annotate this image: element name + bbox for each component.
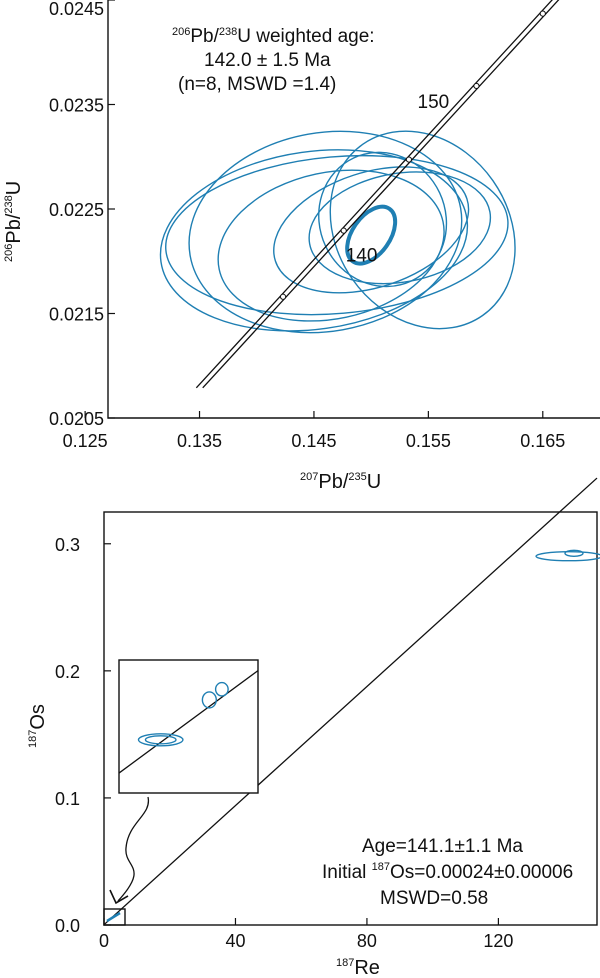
isochron-y-tick-label: 0.0 <box>55 916 80 936</box>
weighted-mean-ellipse <box>345 204 398 266</box>
ylabel-sup-206: 206 <box>3 244 15 262</box>
isochron-plot-area <box>103 477 600 926</box>
zircon-error-ellipse <box>329 130 516 330</box>
concordia-y-axis-label: 206Pb/238U <box>3 181 25 262</box>
concordia-x-axis-label: 207Pb/235U <box>300 471 381 493</box>
concordia-x-tick-label: 0.125 <box>63 431 108 451</box>
inset-leader-arrow <box>117 796 150 902</box>
inset-isochron-line <box>118 670 259 774</box>
isochron-point-ellipse <box>564 549 584 557</box>
isochron-x-axis-label: 187Re <box>336 957 380 978</box>
isochron-x-tick-label: 0 <box>99 931 109 951</box>
isochron-annotation-initial: Initial <box>322 862 372 883</box>
concordia-age-marker <box>405 156 413 163</box>
origin-cluster-mark <box>106 911 121 923</box>
isochron-y-tick-label: 0.2 <box>55 662 80 682</box>
isochron-y-tick-label: 0.3 <box>55 535 80 555</box>
annotation-text-b: U weighted age: <box>237 26 374 47</box>
concordia-y-tick-label: 0.0245 <box>49 0 104 19</box>
isochron-annotation-line1: Age=141.1±1.1 Ma <box>362 836 523 857</box>
zircon-error-ellipse <box>159 149 469 332</box>
zircon-error-ellipse <box>217 169 445 322</box>
isochron-y-tick-label: 0.1 <box>55 789 80 809</box>
concordia-x-tick-label: 0.165 <box>520 431 565 451</box>
os-ylabel-sup: 187 <box>27 730 39 748</box>
inset-frame <box>118 659 259 794</box>
isochron-x-tick-label: 120 <box>483 931 513 951</box>
isochron-annotation-sup-187: 187 <box>372 861 390 873</box>
inset-plot-area <box>118 670 259 774</box>
concordia-annotation-line3: (n=8, MSWD =1.4) <box>178 74 336 95</box>
concordia-frame <box>107 0 600 419</box>
isochron-inset <box>118 659 259 794</box>
os-ylabel-base: Os <box>27 704 49 730</box>
ylabel-sup-238: 238 <box>3 195 15 213</box>
concordia-age-marker <box>340 227 347 234</box>
xlabel-base: Pb/ <box>318 471 348 493</box>
xlabel-base2: U <box>367 471 381 493</box>
inset-point-ellipse <box>144 735 177 745</box>
inset-point-ellipse <box>214 681 229 697</box>
ylabel-base2: U <box>3 181 25 195</box>
xlabel-sup-207: 207 <box>300 471 318 483</box>
isochron-chart: 0 40 80 120 0.0 0.1 0.2 0.3 Age=141.1±1.1 Ma In… <box>27 477 600 978</box>
concordia-annotation-line2: 142.0 ± 1.5 Ma <box>204 50 331 71</box>
concordia-age-marker <box>473 82 480 90</box>
concordia-x-tick-label: 0.155 <box>406 431 451 451</box>
annotation-sup-206: 206 <box>172 26 190 38</box>
concordia-plot-area: 150 140 <box>159 0 560 389</box>
isochron-point-ellipse <box>535 551 600 562</box>
concordia-y-tick-label: 0.0235 <box>49 96 104 116</box>
ylabel-base: Pb/ <box>3 213 25 243</box>
concordia-curve-lower <box>195 0 553 389</box>
isochron-x-tick-label: 40 <box>225 931 245 951</box>
isochron-y-axis-label: 187Os <box>27 704 49 748</box>
inset-leader-arrowhead <box>109 889 129 905</box>
concordia-age-marker <box>539 10 546 17</box>
annotation-text-a: Pb/ <box>190 26 219 47</box>
xlabel-sup-235: 235 <box>348 471 366 483</box>
zircon-error-ellipse <box>273 166 470 294</box>
concordia-curve-upper <box>202 0 560 389</box>
inset-point-ellipse <box>137 733 184 747</box>
isochron-frame <box>103 511 598 926</box>
re-xlabel-base: Re <box>354 957 380 978</box>
concordia-age-marker <box>279 293 287 300</box>
concordia-x-tick-label: 0.145 <box>291 431 336 451</box>
concordia-age-label: 140 <box>346 246 378 267</box>
isochron-x-tick-label: 80 <box>357 931 377 951</box>
concordia-x-tick-label: 0.135 <box>177 431 222 451</box>
re-xlabel-sup: 187 <box>336 957 354 969</box>
concordia-y-tick-label: 0.0225 <box>49 200 104 220</box>
inset-point-ellipse <box>201 691 218 709</box>
concordia-axis-ticks: 0.125 0.135 0.145 0.155 0.165 0.0205 0.0215 0.0… <box>49 0 565 451</box>
concordia-age-label: 150 <box>418 92 450 113</box>
concordia-y-tick-label: 0.0205 <box>49 409 104 429</box>
zircon-error-ellipse <box>188 130 463 334</box>
isochron-annotation-line3: MSWD=0.58 <box>380 888 488 909</box>
concordia-annotation-line1: 206Pb/238U weighted age: <box>172 26 375 47</box>
isochron-annotation-os-value: Os=0.00024±0.00006 <box>390 862 573 883</box>
isochron-annotation-line2: Initial 187Os=0.00024±0.00006 <box>322 861 573 883</box>
isochron-line <box>103 477 598 926</box>
concordia-y-tick-label: 0.0215 <box>49 305 104 325</box>
inset-source-box <box>103 908 126 926</box>
zircon-error-ellipse <box>165 154 509 316</box>
isochron-axis-ticks: 0 40 80 120 0.0 0.1 0.2 0.3 <box>55 535 513 951</box>
annotation-sup-238: 238 <box>219 26 237 38</box>
